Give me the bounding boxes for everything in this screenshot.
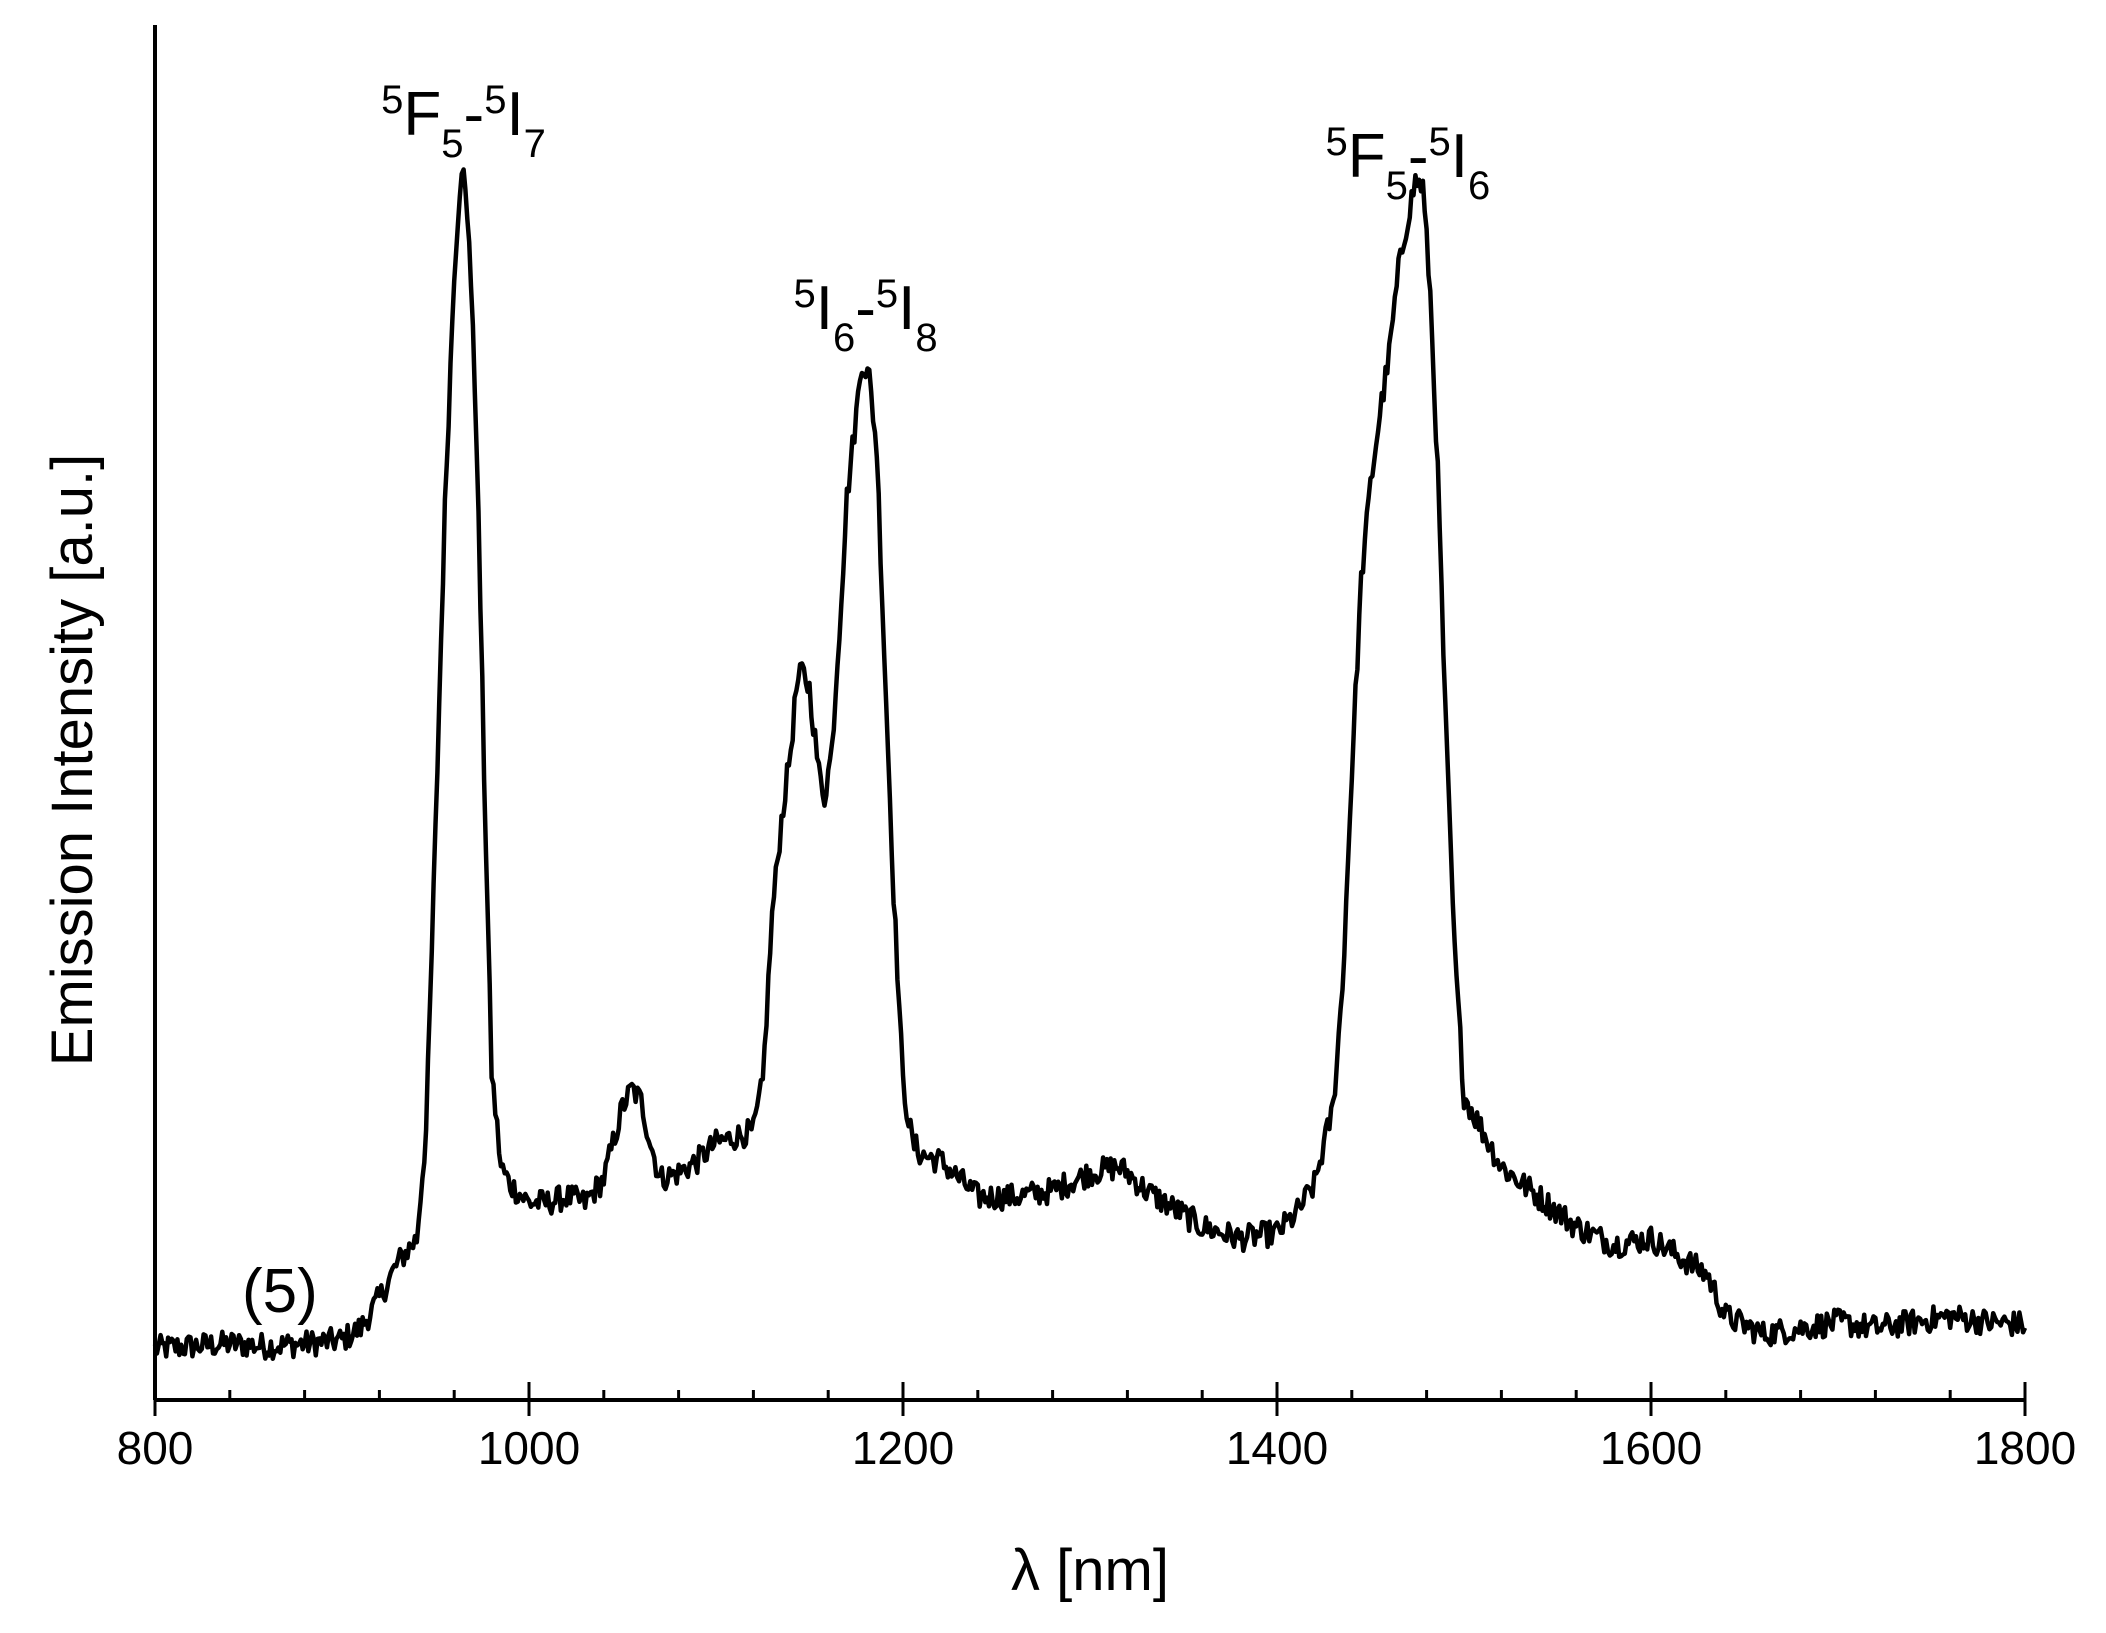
x-tick-label: 1800 — [1974, 1422, 2076, 1474]
label-superscript: 5 — [484, 78, 506, 122]
label-subscript: 7 — [524, 122, 546, 166]
label-text: F — [1348, 122, 1386, 191]
x-tick-label: 1000 — [478, 1422, 580, 1474]
x-ticks — [153, 1382, 2027, 1416]
x-tick-label: 1600 — [1600, 1422, 1702, 1474]
x-tick-label: 1400 — [1226, 1422, 1328, 1474]
x-axis-title: λ [nm] — [1011, 1538, 1169, 1603]
label-superscript: 5 — [1429, 120, 1451, 164]
label-text: I — [816, 274, 833, 343]
label-text: - — [464, 80, 485, 149]
label-text: I — [506, 80, 523, 149]
x-tick-labels: 800 1000 1200 1400 1600 1800 — [117, 1422, 2077, 1474]
peak-label-2: 5I6-5I8 — [794, 272, 938, 360]
y-axis-title: Emission Intensity [a.u.] — [40, 454, 105, 1066]
peak-label-3: 5F5-5I6 — [1326, 120, 1491, 208]
panel-label: (5) — [242, 1257, 318, 1326]
emission-spectrum-line — [152, 167, 2028, 1361]
label-text: I — [898, 274, 915, 343]
x-tick-label: 800 — [117, 1422, 194, 1474]
peak-label-1: 5F5-5I7 — [381, 78, 546, 166]
label-text: - — [855, 274, 876, 343]
label-superscript: 5 — [876, 272, 898, 316]
label-text: I — [1451, 122, 1468, 191]
label-subscript: 6 — [833, 316, 855, 360]
label-subscript: 5 — [1386, 164, 1408, 208]
label-subscript: 8 — [915, 316, 937, 360]
label-superscript: 5 — [794, 272, 816, 316]
label-text: - — [1408, 122, 1429, 191]
x-tick-label: 1200 — [852, 1422, 954, 1474]
label-superscript: 5 — [381, 78, 403, 122]
label-subscript: 5 — [441, 122, 463, 166]
label-superscript: 5 — [1326, 120, 1348, 164]
axes — [153, 25, 2025, 1402]
label-subscript: 6 — [1468, 164, 1490, 208]
label-text: F — [403, 80, 441, 149]
